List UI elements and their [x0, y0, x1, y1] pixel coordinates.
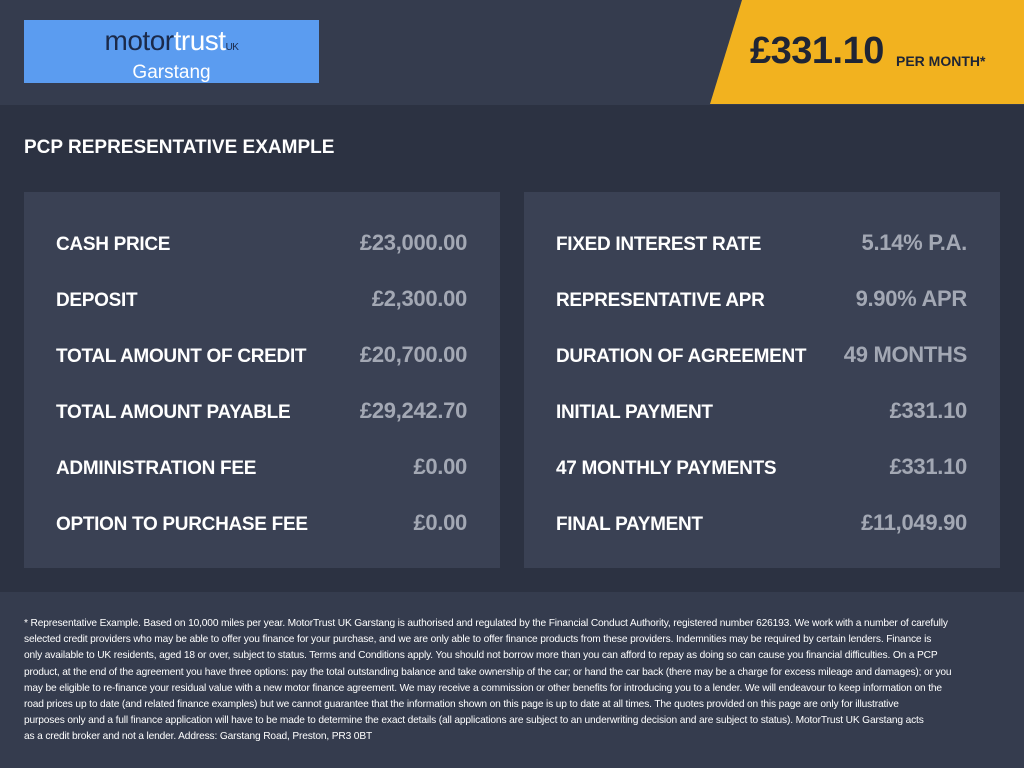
row-label: 47 MONTHLY PAYMENTS	[556, 458, 777, 479]
row-label: FIXED INTEREST RATE	[556, 234, 762, 255]
finance-row: ADMINISTRATION FEE £0.00	[24, 454, 500, 510]
disclaimer: * Representative Example. Based on 10,00…	[0, 592, 1024, 768]
finance-row: TOTAL AMOUNT PAYABLE £29,242.70	[24, 398, 500, 454]
row-label: DEPOSIT	[56, 290, 138, 311]
finance-row: OPTION TO PURCHASE FEE £0.00	[24, 510, 500, 566]
row-label: REPRESENTATIVE APR	[556, 290, 765, 311]
monthly-price-banner: £331.10 PER MONTH*	[710, 0, 1024, 104]
row-value: 5.14% P.A.	[861, 230, 968, 255]
finance-card-right: FIXED INTEREST RATE 5.14% P.A. REPRESENTA…	[524, 192, 1000, 568]
finance-row: INITIAL PAYMENT £331.10	[524, 398, 1000, 454]
row-value: £0.00	[413, 510, 467, 535]
disclaimer-line: selected credit providers who may be abl…	[24, 634, 932, 646]
row-value: 9.90% APR	[855, 286, 968, 311]
logo-text-motor: motor	[104, 25, 175, 56]
row-label: FINAL PAYMENT	[556, 514, 703, 535]
disclaimer-line: product, at the end of the agreement you…	[24, 666, 952, 678]
header: motortrustUK Garstang £331.10 PER MONTH*	[0, 0, 1024, 105]
finance-row: CASH PRICE £23,000.00	[24, 230, 500, 286]
finance-row: DURATION OF AGREEMENT 49 MONTHS	[524, 342, 1000, 398]
disclaimer-line: purposes only and a full finance applica…	[24, 715, 924, 727]
finance-row: FINAL PAYMENT £11,049.90	[524, 510, 1000, 566]
finance-row: REPRESENTATIVE APR 9.90% APR	[524, 286, 1000, 342]
row-value: 49 MONTHS	[843, 342, 968, 367]
disclaimer-line: road prices up to date (and related fina…	[24, 699, 899, 711]
row-value: £20,700.00	[359, 342, 467, 367]
row-value: £23,000.00	[359, 230, 467, 255]
disclaimer-line: only available to UK residents, aged 18 …	[24, 650, 938, 662]
row-value: £331.10	[889, 454, 968, 479]
per-month-label: PER MONTH*	[896, 53, 986, 69]
row-value: £2,300.00	[371, 286, 467, 311]
motortrust-logo[interactable]: motortrustUK Garstang	[24, 20, 319, 83]
disclaimer-line: may be eligible to re-finance your resid…	[24, 682, 942, 694]
logo-text-trust: trust	[173, 25, 226, 56]
monthly-price: £331.10	[750, 30, 884, 72]
row-value: £331.10	[889, 398, 968, 423]
finance-row: DEPOSIT £2,300.00	[24, 286, 500, 342]
row-label: INITIAL PAYMENT	[556, 402, 713, 423]
row-label: DURATION OF AGREEMENT	[556, 346, 807, 367]
disclaimer-line: * Representative Example. Based on 10,00…	[24, 618, 948, 629]
disclaimer-line: as a credit broker and not a lender. Add…	[24, 731, 373, 743]
row-value: £0.00	[413, 454, 467, 479]
row-label: ADMINISTRATION FEE	[56, 458, 257, 479]
finance-row: TOTAL AMOUNT OF CREDIT £20,700.00	[24, 342, 500, 398]
row-label: TOTAL AMOUNT OF CREDIT	[56, 346, 307, 367]
row-label: OPTION TO PURCHASE FEE	[56, 514, 308, 535]
finance-row: 47 MONTHLY PAYMENTS £331.10	[524, 454, 1000, 510]
row-label: CASH PRICE	[56, 234, 171, 255]
row-value: £11,049.90	[861, 510, 967, 535]
row-value: £29,242.70	[359, 398, 467, 423]
finance-card-left: CASH PRICE £23,000.00 DEPOSIT £2,300.00 TO…	[24, 192, 500, 568]
logo-suffix: UK	[225, 42, 239, 53]
row-label: TOTAL AMOUNT PAYABLE	[56, 402, 291, 423]
section-title: PCP REPRESENTATIVE EXAMPLE	[24, 137, 335, 158]
logo-location: Garstang	[132, 62, 211, 83]
finance-row: FIXED INTEREST RATE 5.14% P.A.	[524, 230, 1000, 286]
